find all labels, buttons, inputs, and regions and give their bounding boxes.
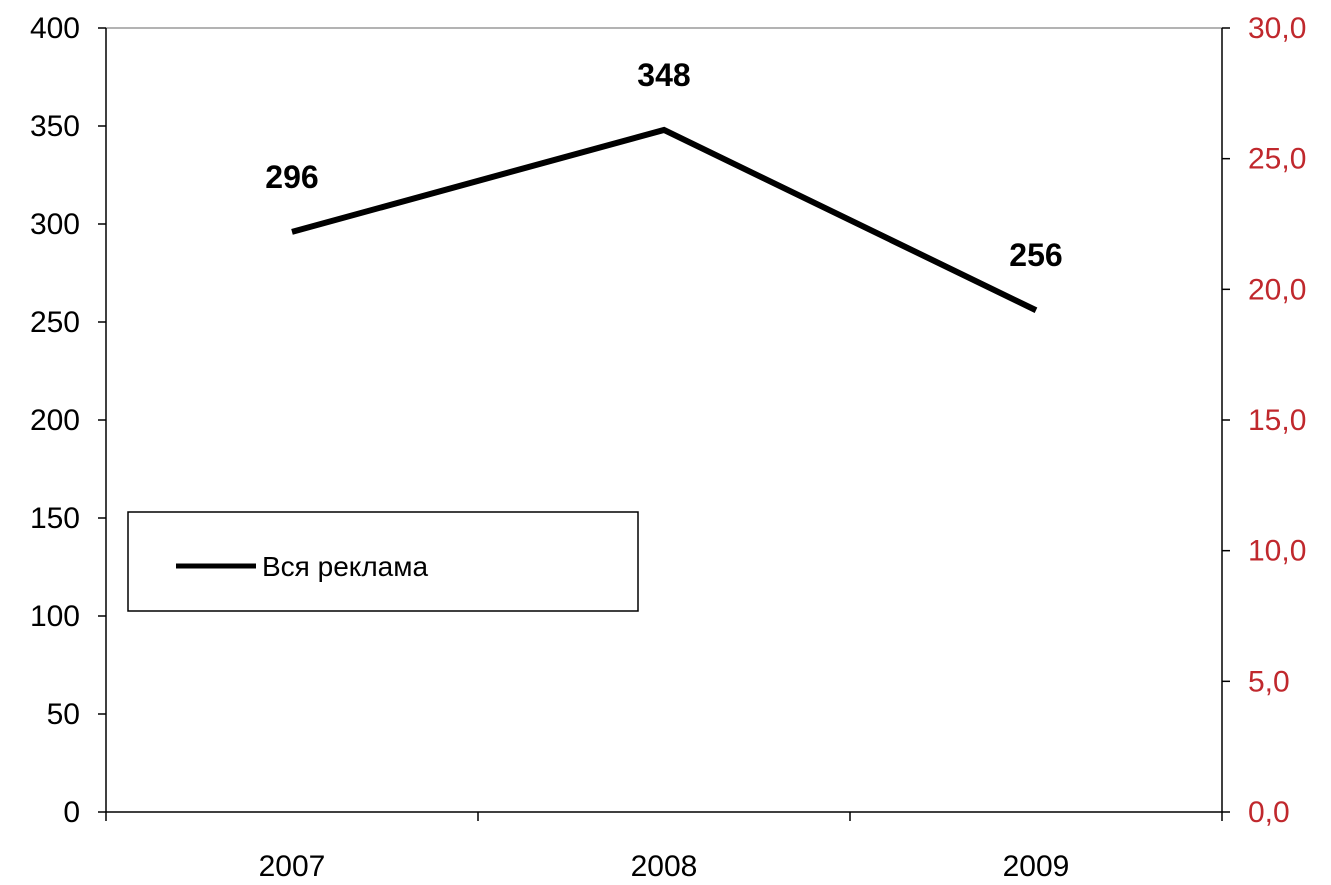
data-label: 256 xyxy=(1009,237,1062,273)
legend: Вся реклама xyxy=(127,511,639,612)
legend-label: Вся реклама xyxy=(262,551,428,582)
left-tick-label: 300 xyxy=(30,208,80,241)
x-tick-label: 2008 xyxy=(631,850,698,883)
left-axis-ticks: 0 50 100 150 200 250 300 350 400 xyxy=(30,12,106,829)
series-line xyxy=(291,126,1038,313)
right-tick-label: 5,0 xyxy=(1248,665,1290,698)
left-tick-label: 100 xyxy=(30,600,80,633)
right-tick-label: 25,0 xyxy=(1248,143,1306,176)
left-tick-label: 350 xyxy=(30,110,80,143)
legend-box xyxy=(127,511,639,612)
data-label: 296 xyxy=(265,159,318,195)
data-labels: 296 348 256 xyxy=(265,57,1062,273)
x-tick-label: 2009 xyxy=(1003,850,1070,883)
right-tick-label: 30,0 xyxy=(1248,12,1306,45)
axes xyxy=(105,27,1223,813)
left-tick-label: 50 xyxy=(47,698,80,731)
x-tick-label: 2007 xyxy=(259,850,326,883)
series-group xyxy=(291,126,1038,313)
left-tick-label: 400 xyxy=(30,12,80,45)
left-tick-label: 250 xyxy=(30,306,80,339)
left-tick-label: 200 xyxy=(30,404,80,437)
left-tick-label: 150 xyxy=(30,502,80,535)
right-tick-label: 15,0 xyxy=(1248,404,1306,437)
x-axis-ticks: 2007 2008 2009 xyxy=(105,812,1223,883)
right-axis-ticks: 0,0 5,0 10,0 15,0 20,0 25,0 30,0 xyxy=(1222,12,1306,829)
left-tick-label: 0 xyxy=(63,796,80,829)
right-tick-label: 20,0 xyxy=(1248,273,1306,306)
right-tick-label: 10,0 xyxy=(1248,535,1306,568)
data-label: 348 xyxy=(637,57,690,93)
right-tick-label: 0,0 xyxy=(1248,796,1290,829)
